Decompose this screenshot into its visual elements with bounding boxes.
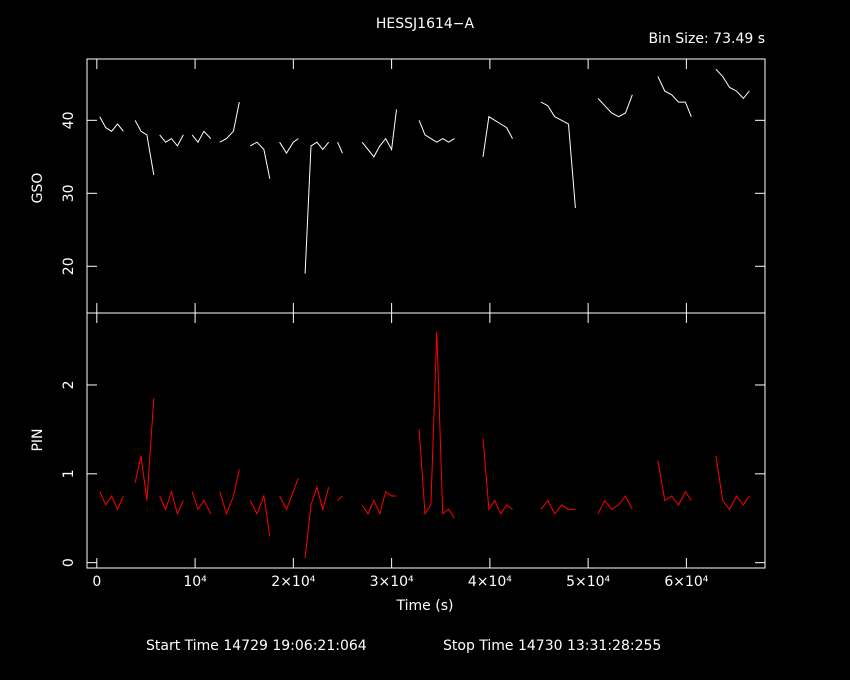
data-line: [99, 68, 750, 274]
y-axis-label: PIN: [30, 428, 46, 451]
y-axis-label: GSO: [30, 173, 46, 204]
x-tick-label: 5×10⁴: [566, 574, 610, 590]
panel-frame: [86, 58, 766, 314]
x-tick-label: 0: [92, 574, 101, 590]
data-line: [99, 331, 750, 559]
chart-title: HESSJ1614−A: [376, 16, 475, 32]
y-tick-label: 2: [61, 381, 77, 390]
y-tick-label: 30: [61, 184, 77, 202]
x-tick-label: 2×10⁴: [271, 574, 315, 590]
stop-time: Stop Time 14730 13:31:28:255: [443, 638, 661, 654]
x-tick-label: 10⁴: [183, 574, 207, 590]
panel-frame: [86, 312, 766, 569]
y-tick-label: 20: [61, 257, 77, 275]
x-axis-label: Time (s): [396, 598, 454, 614]
y-tick-label: 40: [61, 111, 77, 129]
y-tick-label: 0: [61, 558, 77, 567]
bin-size: Bin Size: 73.49 s: [648, 31, 765, 47]
x-tick-label: 6×10⁴: [664, 574, 708, 590]
start-time: Start Time 14729 19:06:21:064: [146, 638, 367, 654]
x-tick-label: 4×10⁴: [468, 574, 512, 590]
x-tick-label: 3×10⁴: [370, 574, 414, 590]
y-tick-label: 1: [61, 469, 77, 478]
